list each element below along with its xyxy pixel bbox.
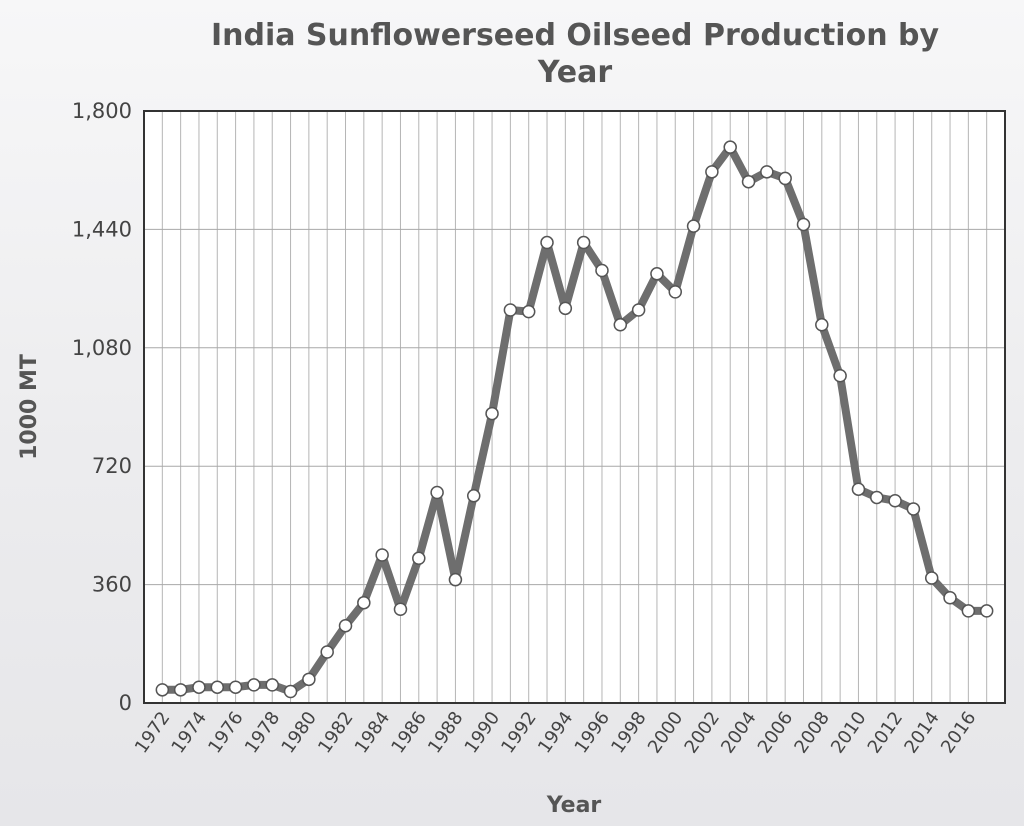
data-point-marker: [870, 490, 884, 505]
y-tick-label: 360: [92, 573, 132, 597]
data-point-marker: [650, 267, 664, 281]
data-point-marker: [173, 683, 188, 697]
data-point-marker: [833, 369, 847, 383]
x-tick-label: 1986: [387, 708, 430, 758]
x-tick-label: 1978: [241, 708, 284, 758]
data-point-marker: [613, 318, 628, 332]
data-point-marker: [466, 489, 481, 503]
x-tick-label: 1982: [314, 708, 357, 758]
x-tick-label: 2008: [790, 708, 833, 758]
x-tick-label: 2004: [717, 708, 760, 758]
x-tick-label: 2002: [681, 708, 724, 758]
data-point-marker: [979, 604, 994, 618]
data-point-marker: [741, 174, 756, 189]
data-point-marker: [228, 680, 243, 694]
data-point-marker: [247, 678, 261, 692]
x-tick-label: 2000: [644, 708, 687, 758]
y-axis-title: 1000 MT: [17, 354, 42, 460]
data-point-marker: [210, 680, 225, 694]
data-point-marker: [705, 165, 719, 179]
x-axis-title: Year: [546, 793, 602, 818]
x-tick-label: 1988: [424, 708, 467, 758]
data-point-marker: [430, 485, 444, 500]
data-point-marker: [320, 645, 334, 659]
x-tick-label: 1996: [571, 708, 614, 758]
x-tick-label: 2006: [754, 708, 797, 758]
y-tick-label: 0: [119, 691, 132, 715]
data-point-marker: [558, 301, 573, 316]
x-tick-label: 1998: [607, 708, 650, 758]
data-point-marker: [302, 672, 316, 687]
data-point-marker: [906, 502, 921, 516]
x-tick-label: 1990: [461, 708, 504, 758]
data-point-marker: [448, 572, 463, 587]
data-point-marker: [961, 604, 976, 618]
chart-title-line-1: India Sunflowerseed Oilseed Production b…: [211, 18, 940, 53]
series-markers: [155, 140, 994, 699]
data-point-marker: [338, 618, 353, 633]
data-point-marker: [888, 493, 902, 508]
x-tick-label: 1994: [534, 708, 577, 758]
data-point-marker: [778, 171, 792, 186]
y-tick-label: 720: [92, 454, 132, 478]
x-tick-label: 2012: [864, 708, 907, 758]
series-line: [158, 143, 991, 696]
data-point-marker: [503, 303, 518, 317]
data-point-marker: [540, 235, 554, 250]
data-point-marker: [393, 602, 408, 617]
x-tick-label: 1972: [131, 708, 174, 758]
x-tick-label: 2016: [937, 708, 980, 758]
data-point-marker: [521, 304, 536, 319]
data-point-marker: [283, 684, 298, 699]
data-point-marker: [155, 683, 170, 697]
data-point-marker: [815, 318, 829, 332]
data-point-marker: [796, 217, 811, 232]
x-tick-label: 1974: [168, 708, 211, 758]
data-point-marker: [723, 140, 737, 154]
x-tick-label: 2010: [827, 708, 870, 758]
data-point-marker: [686, 219, 701, 233]
data-point-marker: [192, 680, 206, 694]
x-tick-label: 1980: [277, 708, 320, 758]
plot-area: [144, 111, 1005, 703]
data-point-marker: [485, 406, 499, 421]
data-point-marker: [357, 595, 371, 610]
x-tick-label: 1992: [497, 708, 540, 758]
data-point-marker: [851, 482, 866, 496]
x-axis-ticks: 1972197419761978198019821984198619881990…: [131, 708, 981, 758]
data-point-marker: [760, 165, 774, 179]
data-point-marker: [412, 551, 426, 566]
y-tick-label: 1,800: [72, 99, 132, 123]
data-point-marker: [924, 571, 939, 585]
data-point-marker: [631, 303, 646, 317]
data-point-marker: [943, 591, 957, 605]
data-point-marker: [576, 235, 591, 250]
data-point-marker: [595, 263, 609, 278]
y-tick-label: 1,440: [72, 217, 132, 241]
series-line-path: [158, 143, 991, 696]
data-point-marker: [668, 285, 683, 299]
x-tick-label: 2014: [900, 708, 943, 758]
x-tick-label: 1976: [204, 708, 247, 758]
data-point-marker: [265, 678, 279, 692]
x-tick-label: 1984: [351, 708, 394, 758]
chart-title-line-2: Year: [537, 55, 613, 90]
data-point-marker: [375, 548, 389, 562]
y-axis-ticks: 0 360 720 1,080 1,440 1,800: [72, 99, 132, 715]
y-tick-label: 1,080: [72, 336, 132, 360]
plot-border: [143, 110, 1006, 704]
